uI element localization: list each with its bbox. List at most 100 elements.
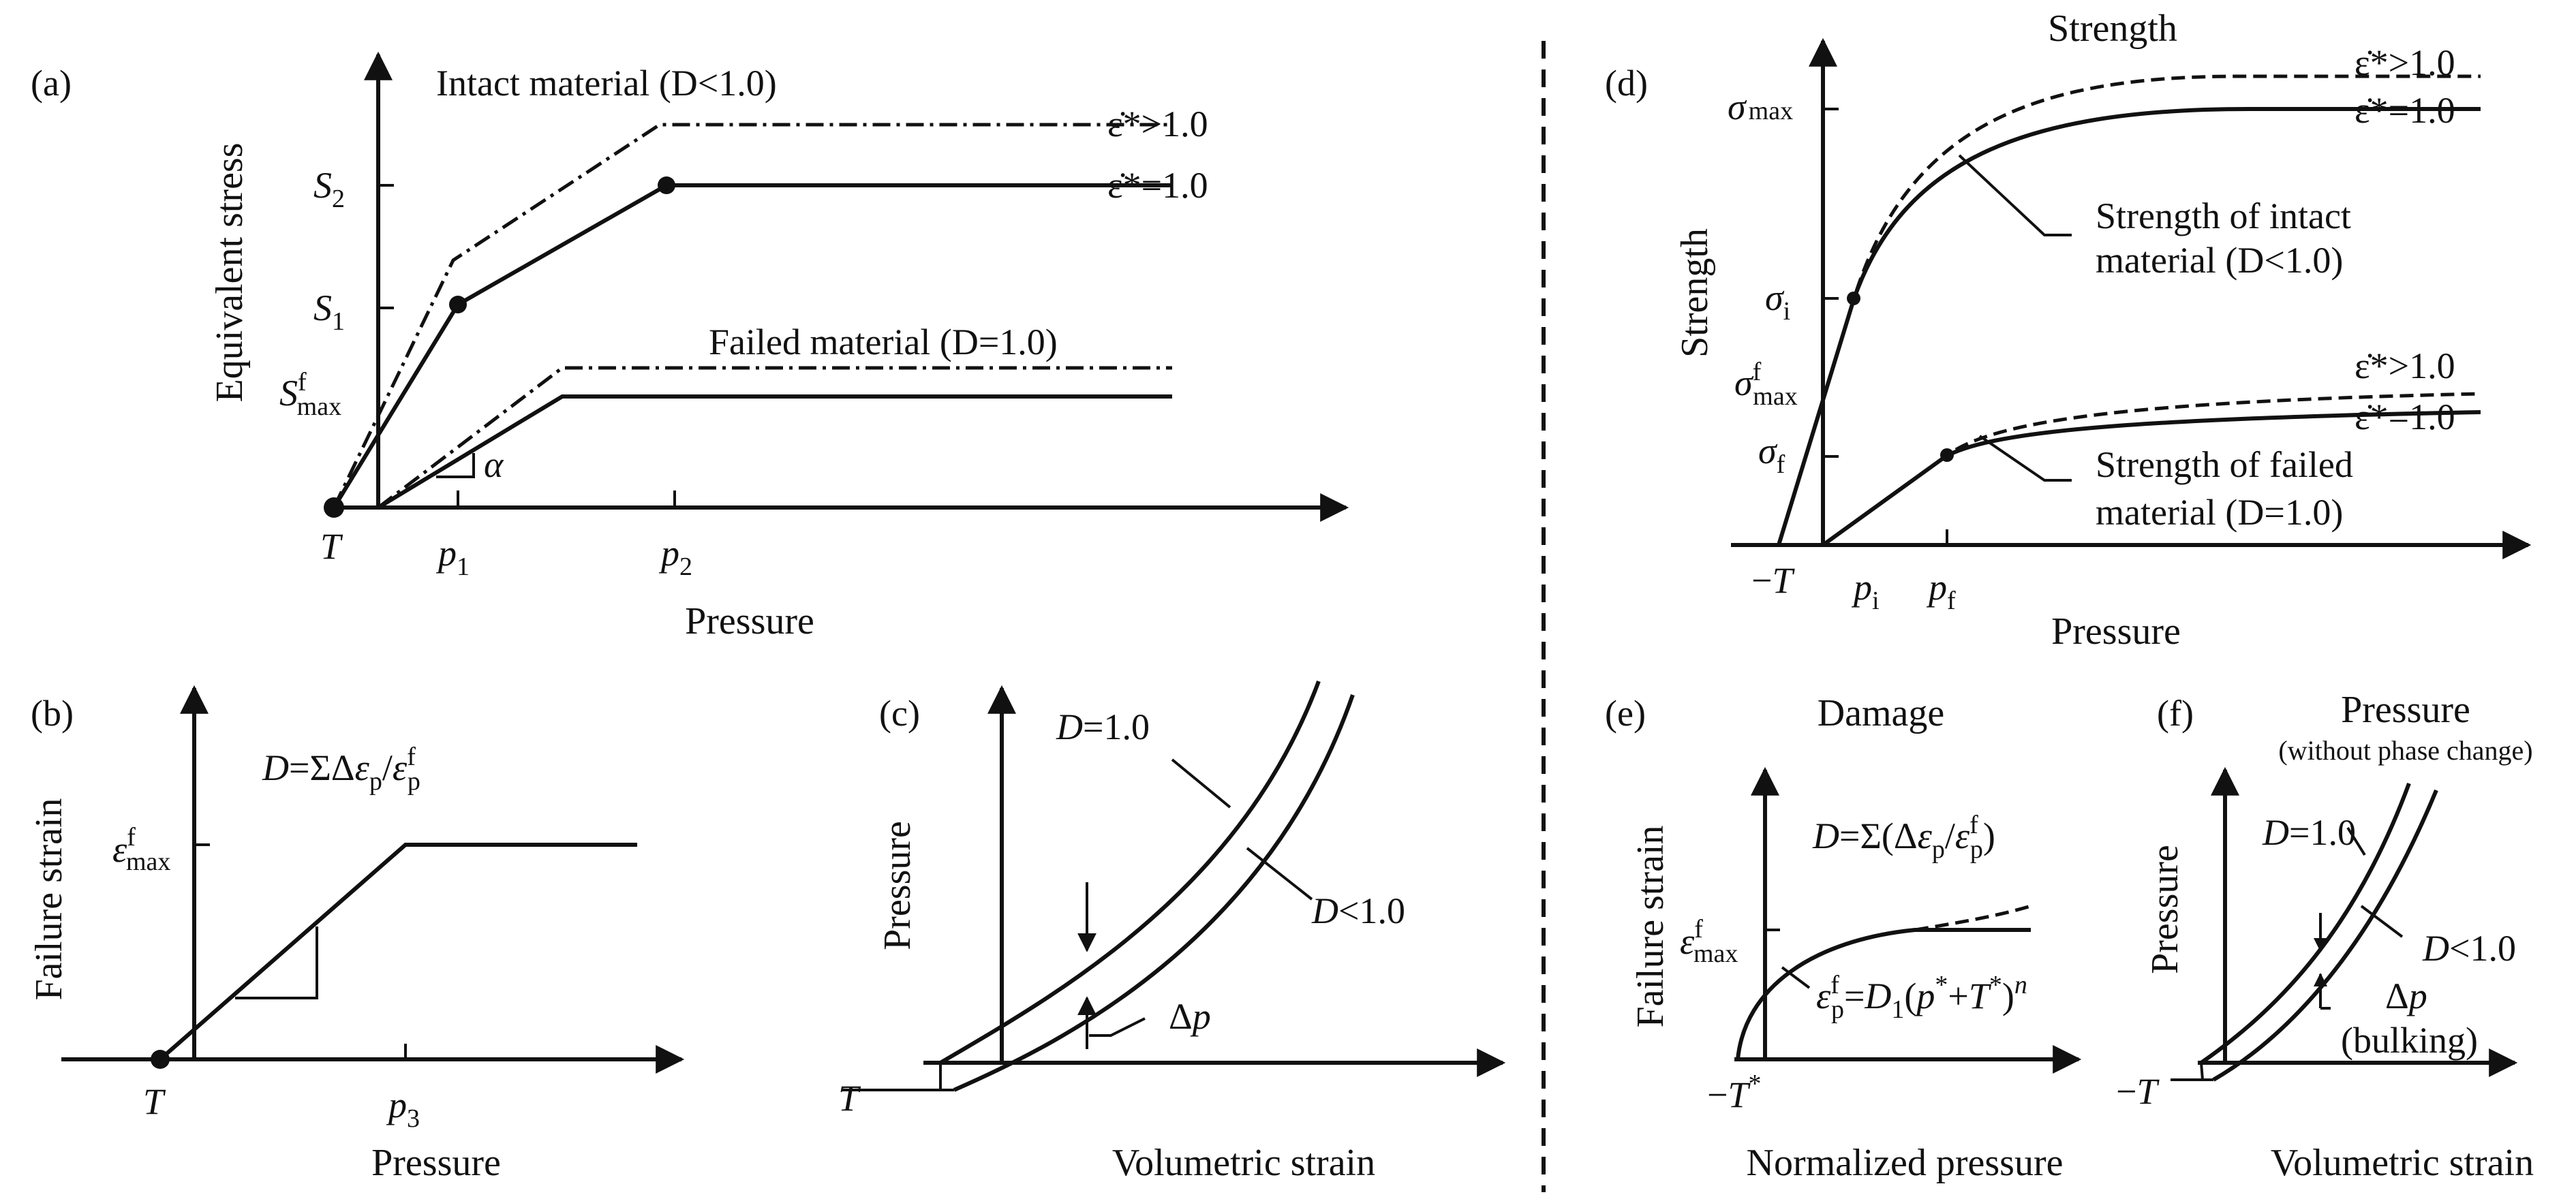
panel-d-point-sf [1940,448,1954,462]
panel-e-title: Damage [1818,692,1945,734]
panel-a-rate-gt: ε̇*>1.0 [1107,104,1208,144]
panel-c-ylabel: Pressure [876,821,919,950]
panel-d-rate-eq-top: ε̇*=1.0 [2355,90,2455,131]
panel-c-dp-leader [1089,1017,1146,1037]
panel-d-rate-gt-top: ε̇*>1.0 [2355,42,2455,83]
panel-d-intact-label-2: material (D<1.0) [2096,240,2343,281]
panel-d-smax: σ max [1728,87,1793,127]
panel-f-D1-leader [2346,826,2366,856]
panel-d-rate-eq-bottom: ε̇*=1.0 [2355,396,2455,437]
panel-d-negT: −T [1751,560,1795,601]
panel-e-curve-eq: εf p=D1(p*+T*)n [1816,971,2027,1024]
panel-a-alpha: α [484,444,504,485]
panel-a-p1-label: p1 [435,533,470,581]
panel-e-damage-curve [1736,928,2031,1060]
panel-d-intact-leader [1958,154,2072,236]
panel-c-Dlt1-label: D<1.0 [1311,890,1405,931]
panel-e-damage-curve-ext [1914,904,2031,932]
panel-f-title: Pressure [2341,689,2470,731]
panel-d-pi: pi [1851,567,1880,615]
panel-d-tag: (d) [1605,63,1648,104]
panel-d-intact-label-1: Strength of intact [2096,196,2351,236]
panel-f-xlabel: Volumetric strain [2271,1142,2534,1184]
panel-b-efmax: εf max [112,823,170,876]
panel-a-sfmax-label: Sf max [279,368,341,421]
panel-e-tag: (e) [1605,693,1646,734]
panel-f-bulking: (bulking) [2341,1020,2478,1061]
panel-b-xlabel: Pressure [371,1142,501,1184]
panel-a-T-label: T [320,526,343,567]
panel-a-failed-label: Failed material (D=1.0) [709,322,1058,362]
panel-a-intact-label: Intact material (D<1.0) [436,63,777,104]
panel-d-pf: pf [1926,567,1956,615]
panel-d-title: Strength [2048,7,2177,50]
panel-b-ylabel: Failure strain [28,798,70,1000]
panel-d-sfmax: σf max [1734,358,1798,411]
panel-a-tag: (a) [31,63,72,104]
panel-d-xlabel: Pressure [2051,610,2181,653]
panel-f-Dlt1-leader [2360,905,2404,938]
panel-d-ylabel: Strength [1674,228,1716,358]
panel-d-failed-rate-gt [1822,392,2481,547]
panel-e-curve-leader [1781,966,1811,989]
panel-f-tag: (f) [2157,693,2194,734]
panel-b-T: T [143,1081,166,1122]
panel-d-failed-label-1: Strength of failed [2096,444,2353,485]
panel-a: (a) Equivalent stress Pressure S2 S1 Sf m… [31,51,1349,642]
panel-f-dp: Δp [2385,976,2427,1016]
panel-b-slope-triangle [235,926,318,999]
panel-a-failed-rate-gt [377,366,1172,509]
panel-a-rate-eq: ε̇*=1.0 [1107,165,1208,206]
panel-a-point-p1 [449,296,467,313]
panel-f-curve-D1 [2200,782,2411,1065]
panel-e-xlabel: Normalized pressure [1747,1142,2064,1184]
panel-c: (c) Pressure Volumetric strain T Δp D=1.… [838,680,1506,1184]
panel-a-p2-label: p2 [658,533,692,581]
panel-c-dp: Δp [1169,996,1211,1037]
panel-e-efmax: εf max [1680,915,1738,968]
panel-d-failed-label-2: material (D=1.0) [2096,492,2343,533]
panel-a-intact-rate-gt [332,123,1172,509]
panel-a-point-p2 [658,176,675,194]
panel-f-Dlt1-label: D<1.0 [2422,928,2516,969]
panel-d-intact-rate-gt [1777,74,2481,546]
panel-b-tag: (b) [31,693,74,734]
panel-c-tag: (c) [879,693,920,734]
panel-f-ylabel: Pressure [2144,845,2186,974]
panel-a-slope-triangle [436,453,475,478]
panel-a-point-T [324,497,344,518]
panel-f-subtitle: (without phase change) [2278,735,2532,766]
panel-b-equation: D=ΣΔεp/εf p [262,743,420,796]
panel-c-xlabel: Volumetric strain [1112,1142,1375,1184]
panel-a-intact-rate-eq [332,183,1172,509]
panel-d-failed-leader [1978,435,2072,482]
panel-c-T-offset [939,1063,954,1091]
panel-e-equation: D=Σ(Δεp/εf p) [1812,811,1995,864]
panel-e: (e) Damage Failure strain Normalized pre… [1605,692,2082,1184]
panel-d-sf: σf [1758,431,1785,479]
panel-b: (b) Failure strain Pressure εf max p3 T D… [28,685,685,1184]
panel-c-curve-Dlt1 [953,694,1355,1092]
panel-e-negT: −T* [1707,1070,1762,1115]
panel-a-s2-label: S2 [313,165,345,213]
panel-f: (f) Pressure (without phase change) Pres… [2116,689,2534,1184]
panel-c-D1-leader [1171,758,1231,809]
panel-b-point-T [151,1050,170,1069]
panel-d-point-si [1847,292,1860,305]
panel-d-rate-gt-bottom: ε̇*>1.0 [2355,345,2455,386]
panel-d: (d) Strength Strength Pressure σ max σi σ… [1605,7,2532,653]
panel-b-p3: p3 [386,1085,420,1133]
panel-d-si: σi [1765,277,1790,326]
panel-d-failed-rate-eq [1822,410,2481,547]
panel-c-curve-D1 [939,680,1321,1065]
panel-a-xlabel: Pressure [685,600,814,642]
panel-f-negT: −T [2116,1071,2160,1112]
panel-c-T: T [838,1078,861,1119]
panel-b-failure-curve [159,843,637,1061]
panel-d-intact-rate-eq [1777,107,2481,546]
panel-f-D1-label: D=1.0 [2262,812,2356,853]
panel-a-failed-rate-eq [377,394,1172,510]
panel-e-ylabel: Failure strain [1629,825,1672,1027]
panel-f-T-offset [2200,1062,2213,1081]
